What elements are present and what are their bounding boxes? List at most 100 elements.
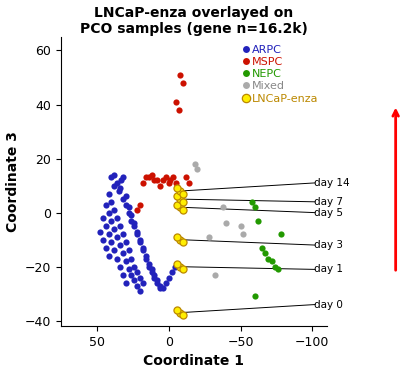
Point (117, 185, 123, 191)
Point (151, 272, 157, 278)
Point (105, 253, 112, 259)
Point (194, 166, 200, 172)
Point (154, 280, 160, 286)
Title: LNCaP-enza overlayed on
PCO samples (gene n=16.2k): LNCaP-enza overlayed on PCO samples (gen… (80, 6, 307, 36)
Point (248, 199, 255, 205)
Point (258, 245, 265, 251)
Point (162, 280, 169, 286)
Point (99, 237, 106, 243)
Point (165, 275, 172, 280)
Point (131, 223, 137, 229)
Point (177, 310, 183, 316)
Point (174, 202, 180, 208)
Point (180, 266, 186, 272)
Point (111, 207, 117, 213)
Point (111, 172, 117, 178)
Point (139, 280, 146, 286)
Point (122, 239, 129, 245)
Point (180, 312, 186, 318)
Point (268, 258, 275, 264)
Point (115, 188, 121, 194)
Point (157, 283, 163, 289)
Point (240, 231, 246, 237)
Point (180, 239, 186, 245)
Point (108, 175, 115, 181)
Text: day 1: day 1 (313, 264, 342, 275)
Point (122, 193, 129, 199)
Point (191, 161, 198, 167)
Point (117, 242, 123, 248)
Point (139, 248, 146, 254)
Point (122, 202, 129, 208)
Y-axis label: Coordinate 3: Coordinate 3 (6, 131, 20, 232)
Point (134, 269, 140, 275)
Point (122, 258, 129, 264)
Point (137, 288, 143, 294)
Point (102, 223, 109, 229)
Point (148, 269, 155, 275)
Point (174, 261, 180, 267)
Point (177, 204, 183, 210)
Point (180, 191, 186, 197)
Text: day 3: day 3 (313, 240, 342, 250)
Point (119, 231, 126, 237)
Point (177, 196, 183, 202)
Point (177, 237, 183, 243)
Point (134, 229, 140, 234)
Point (145, 175, 152, 181)
Point (172, 180, 179, 186)
Point (131, 220, 137, 226)
Point (148, 266, 155, 272)
Point (145, 261, 152, 267)
Point (137, 237, 143, 243)
Point (137, 275, 143, 280)
Point (251, 294, 258, 300)
Point (166, 177, 173, 183)
Text: day 14: day 14 (313, 178, 348, 188)
Point (105, 191, 112, 197)
Point (128, 272, 135, 278)
Point (175, 107, 182, 113)
Point (118, 177, 124, 183)
Point (174, 193, 180, 199)
Point (211, 272, 218, 278)
Point (117, 264, 123, 270)
X-axis label: Coordinate 1: Coordinate 1 (143, 355, 244, 368)
Point (139, 180, 146, 186)
Point (174, 185, 180, 191)
Point (237, 223, 243, 229)
Point (220, 204, 226, 210)
Point (134, 207, 140, 213)
Point (165, 180, 172, 186)
Point (174, 234, 180, 240)
Point (180, 207, 186, 213)
Point (97, 229, 103, 234)
Point (117, 223, 123, 229)
Point (160, 177, 166, 183)
Point (111, 248, 117, 254)
Point (180, 199, 186, 205)
Point (125, 266, 132, 272)
Point (99, 215, 106, 221)
Point (180, 80, 186, 86)
Point (277, 231, 283, 237)
Point (131, 264, 137, 270)
Point (137, 239, 143, 245)
Point (174, 307, 180, 313)
Point (254, 218, 261, 224)
Point (162, 175, 169, 181)
Point (137, 202, 143, 208)
Point (125, 204, 132, 210)
Point (128, 255, 135, 261)
Point (142, 175, 149, 181)
Point (151, 177, 157, 183)
Point (134, 283, 140, 289)
Point (114, 215, 120, 221)
Text: day 5: day 5 (313, 208, 342, 218)
Point (114, 255, 120, 261)
Text: day 0: day 0 (313, 300, 342, 310)
Point (177, 72, 183, 78)
Point (111, 226, 117, 232)
Point (160, 285, 166, 291)
Point (108, 239, 115, 245)
